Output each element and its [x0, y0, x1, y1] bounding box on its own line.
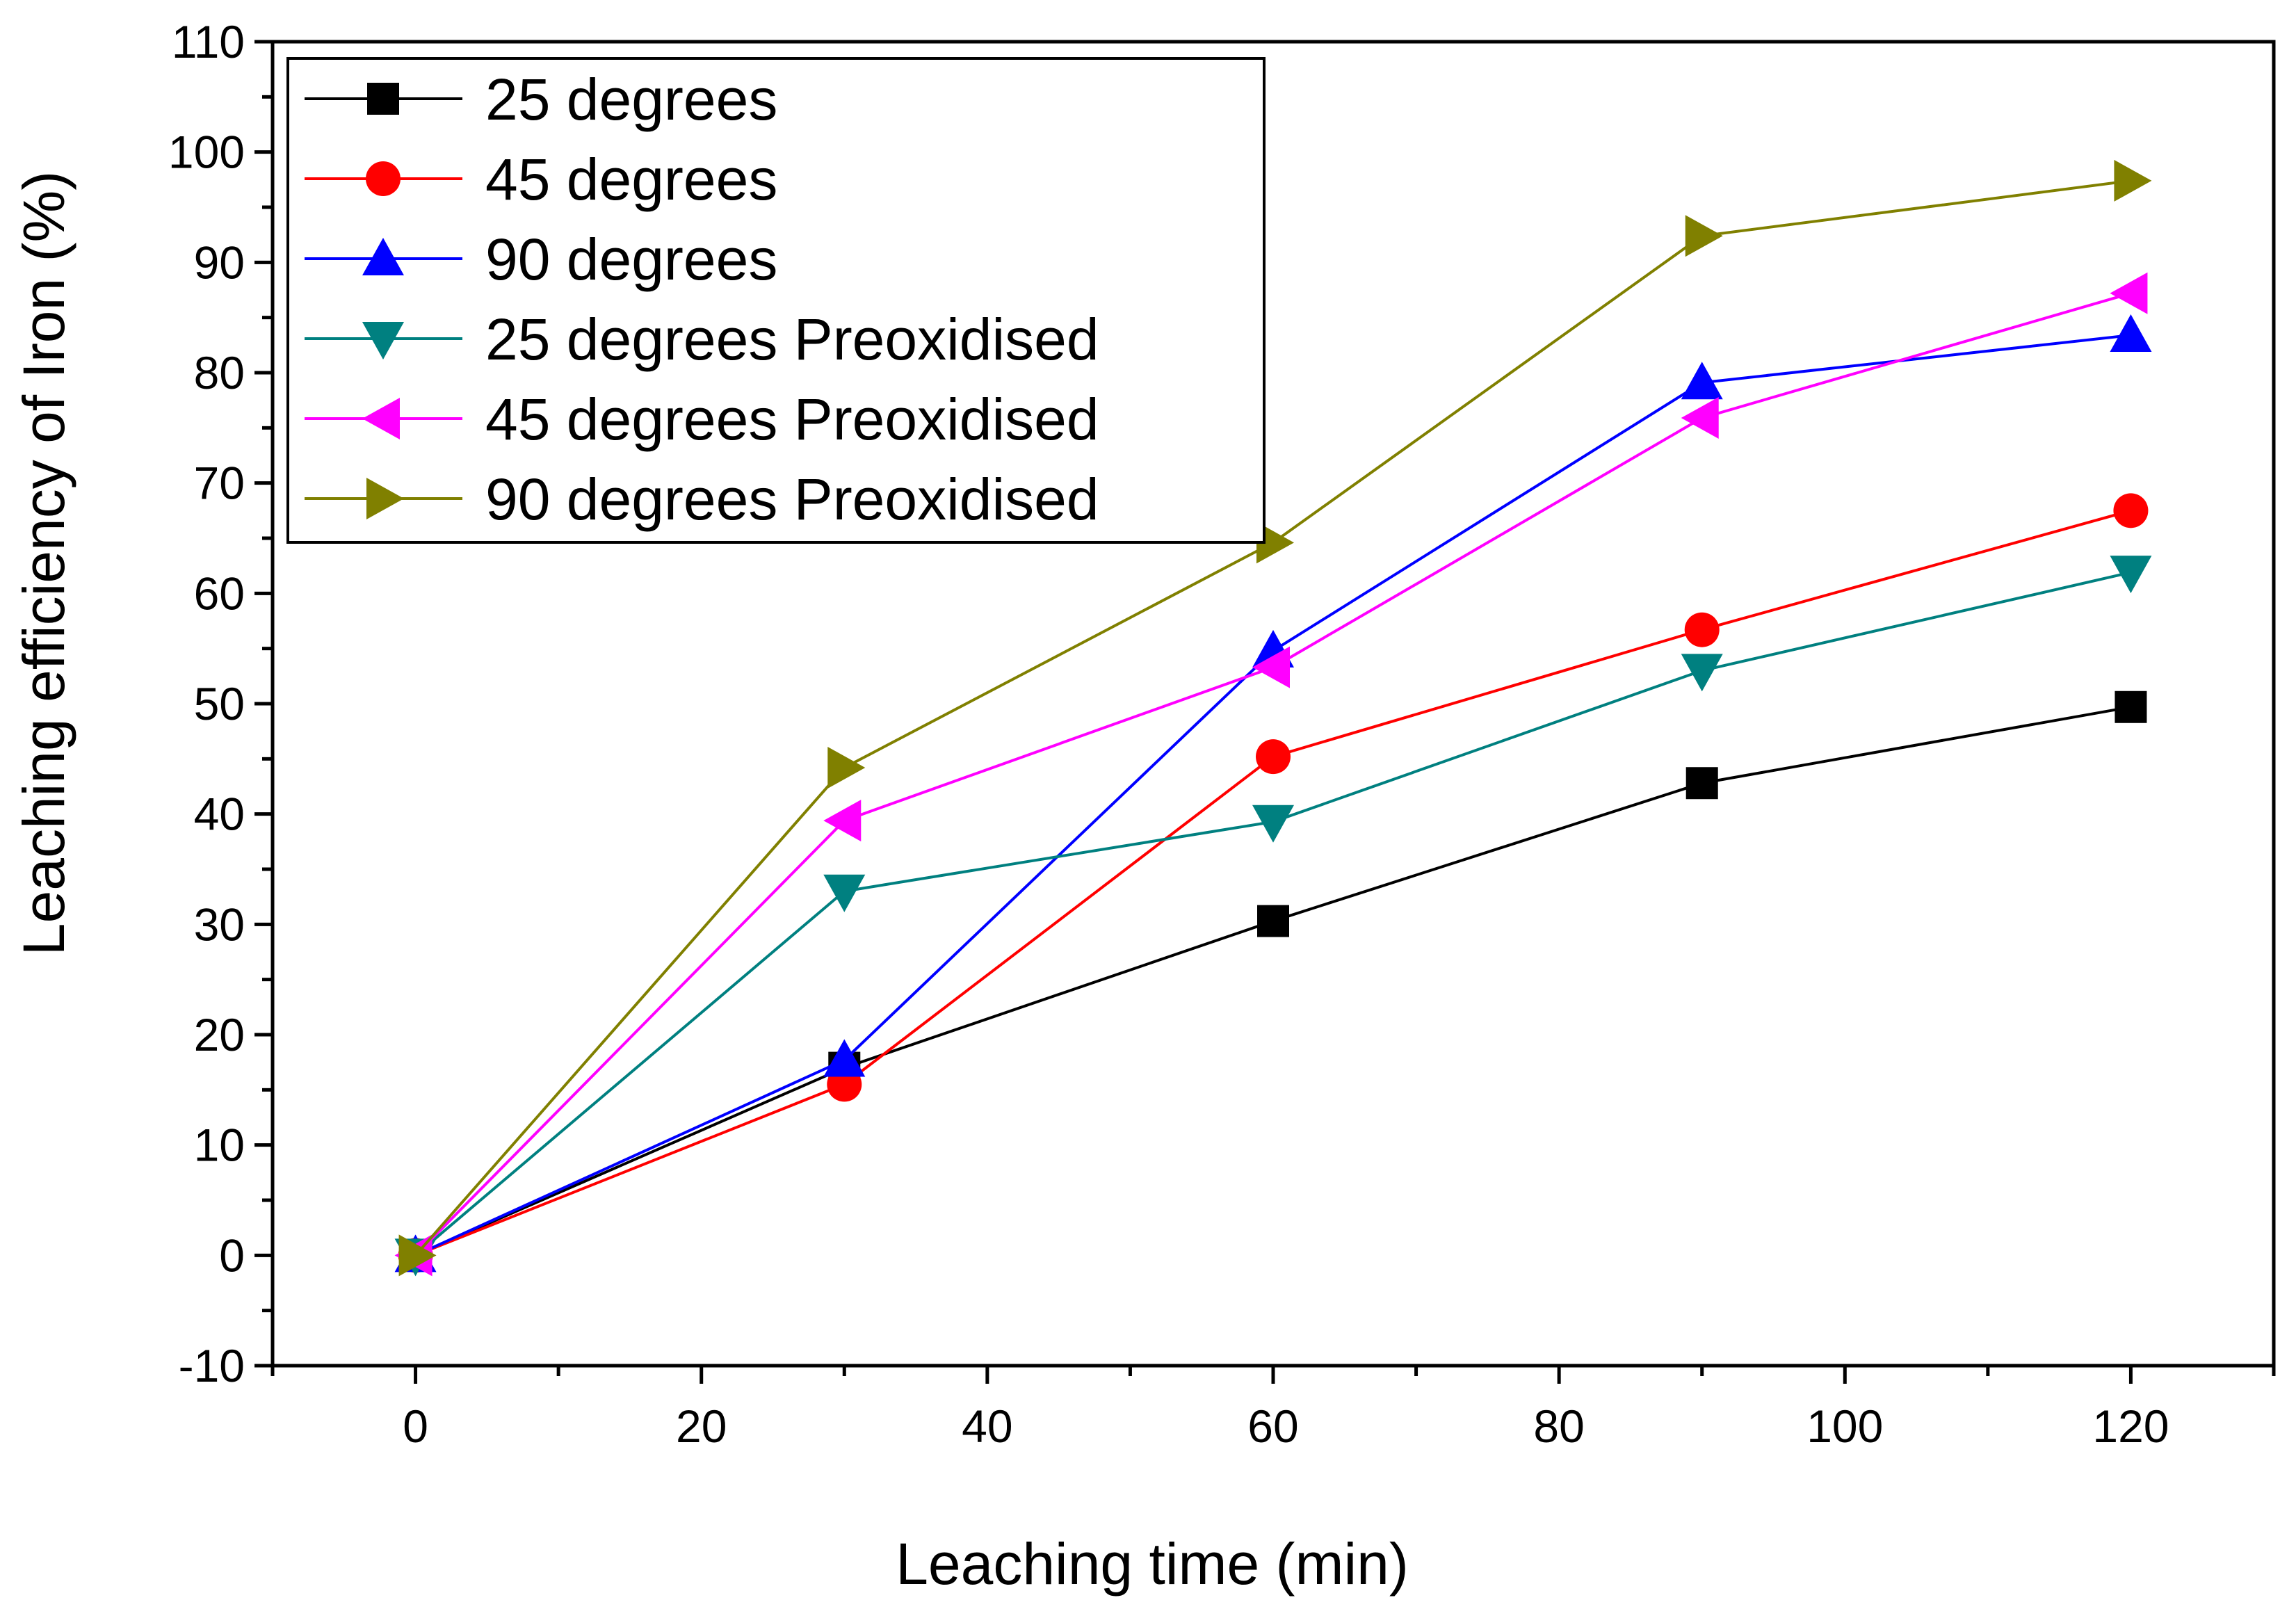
legend-marker: [366, 161, 401, 196]
y-tick-label: 20: [194, 1009, 245, 1060]
x-tick-label: 40: [962, 1400, 1012, 1452]
y-tick-label: 50: [194, 678, 245, 729]
data-point: [2113, 493, 2149, 528]
legend-marker: [362, 322, 404, 359]
data-point: [1252, 646, 1290, 688]
legend-entry: 25 degrees Preoxidised: [305, 307, 1099, 372]
data-point: [1256, 522, 1294, 564]
data-point: [823, 874, 866, 912]
y-tick-label: 70: [194, 458, 245, 509]
legend-entry: 45 degrees: [305, 147, 777, 212]
legend-marker: [362, 238, 404, 275]
legend-box: [286, 57, 1266, 544]
legend-label: 25 degrees: [485, 67, 777, 132]
y-tick-label: 80: [194, 347, 245, 398]
series-6: [398, 159, 2152, 1277]
data-point: [1681, 362, 1723, 400]
data-point: [2110, 556, 2152, 594]
data-point: [1256, 739, 1291, 775]
data-point: [2115, 690, 2147, 723]
legend-label: 90 degrees: [485, 227, 777, 292]
data-point: [823, 800, 862, 842]
x-tick-label: 60: [1247, 1400, 1298, 1452]
y-tick-label: -10: [179, 1340, 245, 1391]
x-tick-label: 80: [1533, 1400, 1584, 1452]
legend-label: 90 degrees Preoxidised: [485, 467, 1099, 532]
y-tick-label: 90: [194, 236, 245, 288]
x-tick-label: 100: [1806, 1400, 1883, 1452]
data-point: [1685, 215, 1723, 257]
x-tick-label: 120: [2092, 1400, 2169, 1452]
data-point: [1681, 654, 1723, 692]
x-tick-label: 20: [676, 1400, 727, 1452]
legend-label: 45 degrees: [485, 147, 777, 212]
data-point: [1684, 612, 1720, 647]
y-tick-label: 60: [194, 567, 245, 619]
y-tick-label: 100: [168, 127, 245, 178]
legend-entry: 90 degrees: [305, 227, 777, 292]
y-tick-label: 0: [219, 1229, 245, 1281]
legend: 25 degrees 45 degrees 90 degrees 25 degrees…: [286, 57, 1266, 544]
legend-marker: [366, 478, 404, 519]
legend-entry: 25 degrees: [305, 67, 777, 132]
data-point: [823, 1039, 866, 1077]
legend-label: 25 degrees Preoxidised: [485, 307, 1099, 372]
data-point: [827, 747, 866, 789]
y-tick-label: 30: [194, 898, 245, 950]
data-point: [1252, 805, 1294, 843]
x-tick-label: 0: [403, 1400, 428, 1452]
data-point: [1257, 905, 1289, 937]
data-point: [398, 1234, 437, 1277]
legend-marker: [367, 83, 399, 115]
data-point: [2110, 314, 2152, 353]
data-point: [2110, 272, 2148, 314]
x-axis: 0 20 40 60 80 100 120: [270, 1366, 2276, 1452]
legend-entry: 90 degrees Preoxidised: [305, 467, 1099, 532]
series-5: [394, 272, 2148, 1277]
legend-marker: [362, 398, 400, 439]
legend-label: 45 degrees Preoxidised: [485, 387, 1099, 452]
y-tick-label: 10: [194, 1120, 245, 1171]
data-point: [1685, 767, 1718, 800]
legend-entry: 45 degrees Preoxidised: [305, 387, 1099, 452]
y-axis: -10 0 10 20 30 40 50 60 70 80 90 100 110: [168, 16, 273, 1391]
y-tick-label: 110: [172, 16, 245, 67]
y-tick-label: 40: [194, 789, 245, 840]
data-point: [1681, 397, 1719, 439]
y-axis-title: Leaching efficiency of Iron (%): [11, 171, 76, 955]
x-axis-title: Leaching time (min): [896, 1531, 1409, 1597]
data-point: [2114, 159, 2152, 202]
series-layer: [394, 159, 2152, 1277]
